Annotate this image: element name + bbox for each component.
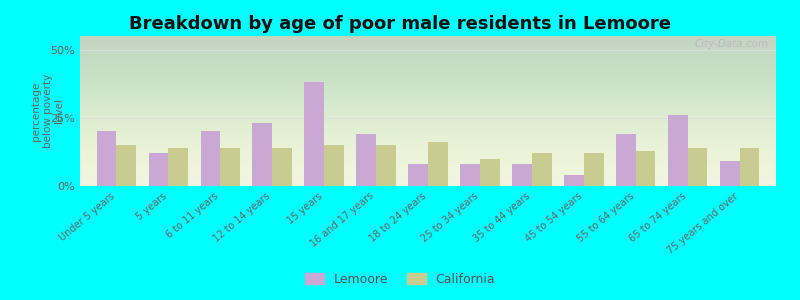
Bar: [720, 161, 740, 186]
Bar: [116, 145, 136, 186]
Bar: [480, 159, 500, 186]
Text: Breakdown by age of poor male residents in Lemoore: Breakdown by age of poor male residents …: [129, 15, 671, 33]
Bar: [97, 131, 116, 186]
Bar: [168, 148, 188, 186]
Bar: [408, 164, 428, 186]
Bar: [428, 142, 448, 186]
Bar: [668, 115, 688, 186]
Bar: [636, 151, 655, 186]
Bar: [688, 148, 707, 186]
Bar: [460, 164, 480, 186]
Bar: [564, 175, 584, 186]
Bar: [272, 148, 292, 186]
Bar: [356, 134, 376, 186]
Bar: [201, 131, 220, 186]
Y-axis label: percentage
below poverty
level: percentage below poverty level: [31, 74, 64, 148]
Bar: [253, 123, 272, 186]
Text: City-Data.com: City-Data.com: [695, 39, 769, 49]
Bar: [512, 164, 532, 186]
Bar: [324, 145, 344, 186]
Bar: [149, 153, 168, 186]
Bar: [304, 82, 324, 186]
Bar: [532, 153, 552, 186]
Bar: [220, 148, 240, 186]
Bar: [616, 134, 636, 186]
Legend: Lemoore, California: Lemoore, California: [300, 268, 500, 291]
Bar: [376, 145, 396, 186]
Bar: [740, 148, 759, 186]
Bar: [584, 153, 603, 186]
